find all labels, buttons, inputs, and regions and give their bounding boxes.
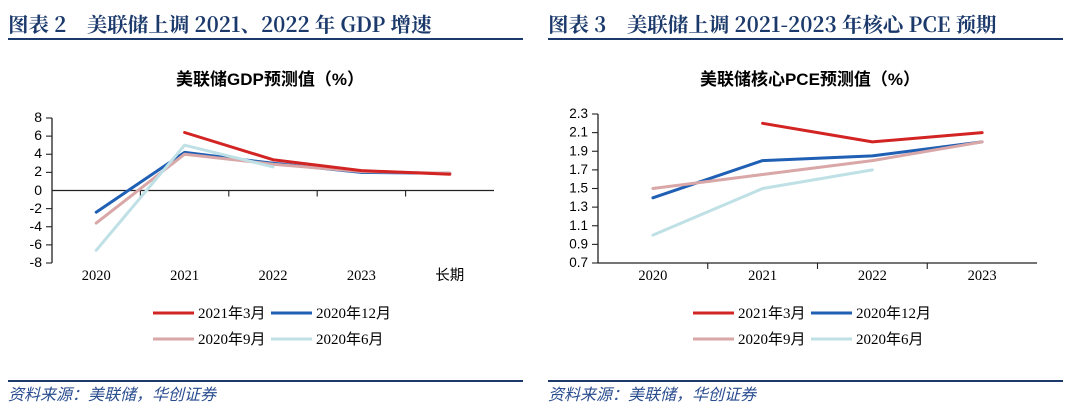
svg-text:2020年12月: 2020年12月 <box>316 305 391 322</box>
svg-text:2022: 2022 <box>259 268 288 284</box>
svg-text:-4: -4 <box>30 218 43 234</box>
svg-text:2021: 2021 <box>748 268 777 284</box>
svg-text:2020年9月: 2020年9月 <box>198 331 266 348</box>
svg-text:0.7: 0.7 <box>569 255 588 270</box>
svg-text:6: 6 <box>34 127 42 143</box>
svg-text:2023: 2023 <box>968 268 997 284</box>
svg-text:2020: 2020 <box>638 268 667 284</box>
svg-text:1.3: 1.3 <box>569 199 588 214</box>
svg-text:2020年12月: 2020年12月 <box>856 305 931 322</box>
svg-text:2021年3月: 2021年3月 <box>198 305 266 322</box>
svg-text:2020: 2020 <box>82 268 111 284</box>
svg-text:2.1: 2.1 <box>569 125 588 140</box>
svg-text:8: 8 <box>34 109 42 125</box>
svg-text:0: 0 <box>34 182 42 198</box>
svg-text:2: 2 <box>34 163 42 179</box>
svg-text:-2: -2 <box>30 200 43 216</box>
svg-text:0.9: 0.9 <box>569 236 588 251</box>
svg-text:2020年6月: 2020年6月 <box>856 331 924 348</box>
svg-text:2.3: 2.3 <box>569 106 588 121</box>
svg-text:2023: 2023 <box>347 268 376 284</box>
svg-text:2020年9月: 2020年9月 <box>738 331 806 348</box>
svg-text:-8: -8 <box>30 254 43 270</box>
svg-text:-6: -6 <box>30 236 43 252</box>
svg-text:4: 4 <box>34 145 42 161</box>
svg-text:2021: 2021 <box>170 268 199 284</box>
svg-text:2021年3月: 2021年3月 <box>738 305 806 322</box>
svg-text:2020年6月: 2020年6月 <box>316 331 384 348</box>
svg-text:长期: 长期 <box>435 267 464 284</box>
svg-text:1.9: 1.9 <box>569 143 588 158</box>
svg-text:2022: 2022 <box>858 268 887 284</box>
svg-text:1.7: 1.7 <box>569 162 588 177</box>
svg-text:1.5: 1.5 <box>569 181 588 196</box>
svg-text:1.1: 1.1 <box>569 218 588 233</box>
